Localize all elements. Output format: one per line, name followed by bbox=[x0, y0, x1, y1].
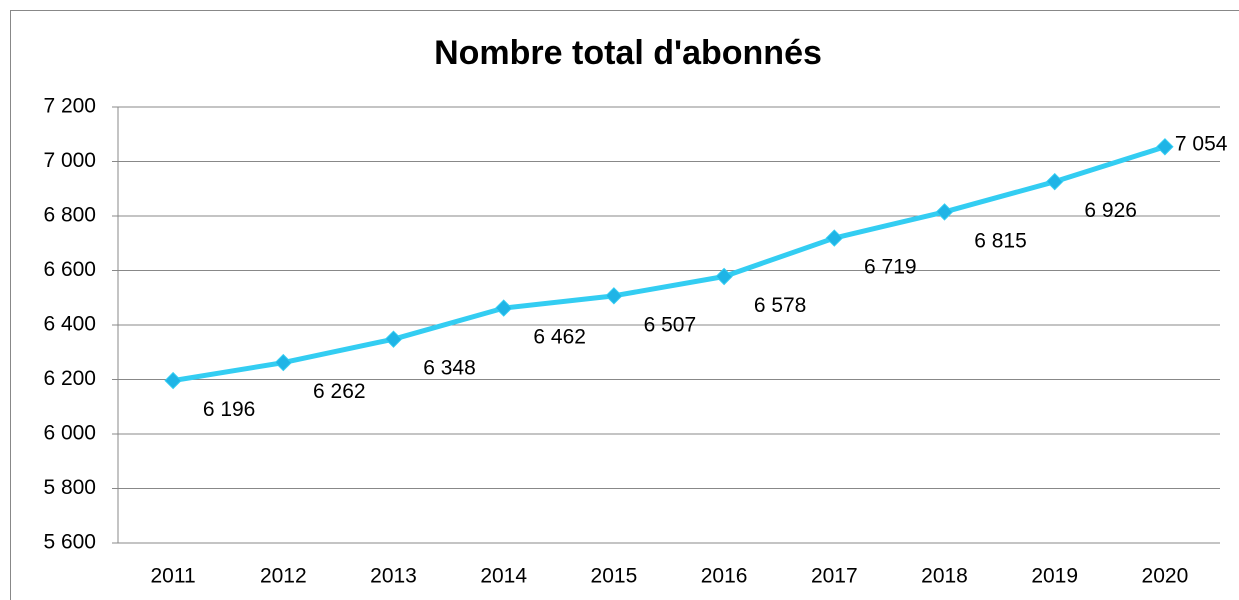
data-point bbox=[715, 267, 733, 286]
data-label: 6 507 bbox=[644, 313, 697, 336]
x-tick-label: 2015 bbox=[591, 565, 638, 588]
y-tick-label: 7 000 bbox=[43, 149, 96, 172]
x-tick-label: 2012 bbox=[260, 565, 307, 588]
data-point bbox=[1045, 172, 1064, 191]
chart-border bbox=[10, 10, 1239, 600]
x-tick-label: 2020 bbox=[1142, 565, 1189, 588]
data-point bbox=[825, 229, 844, 247]
data-label: 6 578 bbox=[754, 294, 807, 317]
y-tick-label: 6 600 bbox=[43, 258, 96, 281]
data-label: 6 926 bbox=[1084, 199, 1137, 222]
x-tick-label: 2011 bbox=[151, 565, 196, 588]
data-label: 6 348 bbox=[423, 357, 476, 380]
data-point bbox=[605, 287, 623, 305]
data-point bbox=[494, 299, 513, 317]
data-label: 6 719 bbox=[864, 256, 917, 279]
y-tick-label: 5 800 bbox=[43, 476, 96, 499]
data-label: 6 462 bbox=[533, 326, 586, 349]
y-tick-label: 5 600 bbox=[43, 531, 96, 554]
data-label: 7 054 bbox=[1175, 132, 1228, 155]
y-tick-label: 6 400 bbox=[43, 313, 96, 336]
data-point bbox=[935, 203, 954, 221]
data-point bbox=[164, 371, 182, 390]
chart-title: Nombre total d'abonnés bbox=[434, 34, 822, 72]
x-tick-label: 2018 bbox=[921, 565, 968, 588]
y-tick-label: 6 200 bbox=[43, 367, 96, 390]
data-point bbox=[384, 330, 403, 348]
data-label: 6 815 bbox=[974, 229, 1027, 252]
x-tick-label: 2013 bbox=[370, 565, 417, 588]
x-tick-label: 2014 bbox=[480, 565, 527, 588]
y-tick-label: 7 200 bbox=[43, 95, 96, 118]
x-tick-label: 2017 bbox=[811, 565, 858, 588]
x-tick-label: 2019 bbox=[1031, 565, 1078, 588]
data-label: 6 262 bbox=[313, 380, 366, 403]
data-point bbox=[1156, 138, 1174, 156]
data-label: 6 196 bbox=[203, 398, 256, 421]
data-line bbox=[172, 144, 1166, 384]
x-tick-label: 2016 bbox=[701, 565, 748, 588]
y-tick-label: 6 800 bbox=[43, 204, 96, 227]
y-tick-label: 6 000 bbox=[43, 422, 96, 445]
data-point bbox=[274, 353, 293, 372]
